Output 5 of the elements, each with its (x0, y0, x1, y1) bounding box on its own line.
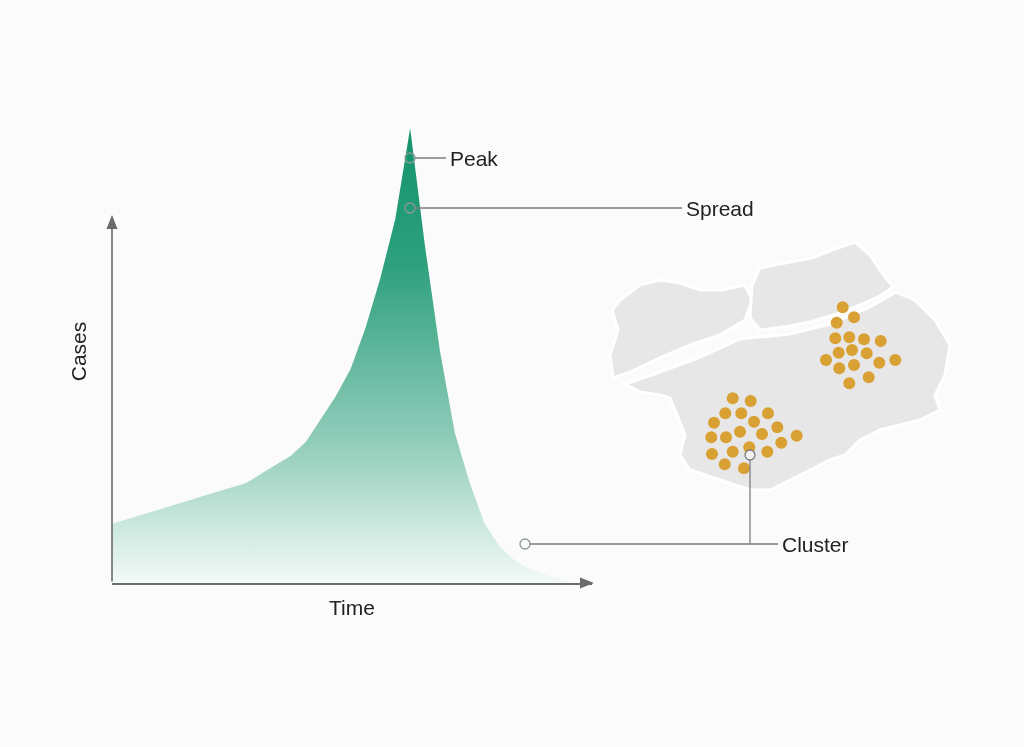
annotation: Peak (450, 147, 499, 170)
text: Spread (686, 197, 754, 220)
x-axis-title: Time (329, 595, 375, 619)
text: Cluster (782, 533, 849, 556)
y-axis-title: Cases (67, 321, 91, 382)
